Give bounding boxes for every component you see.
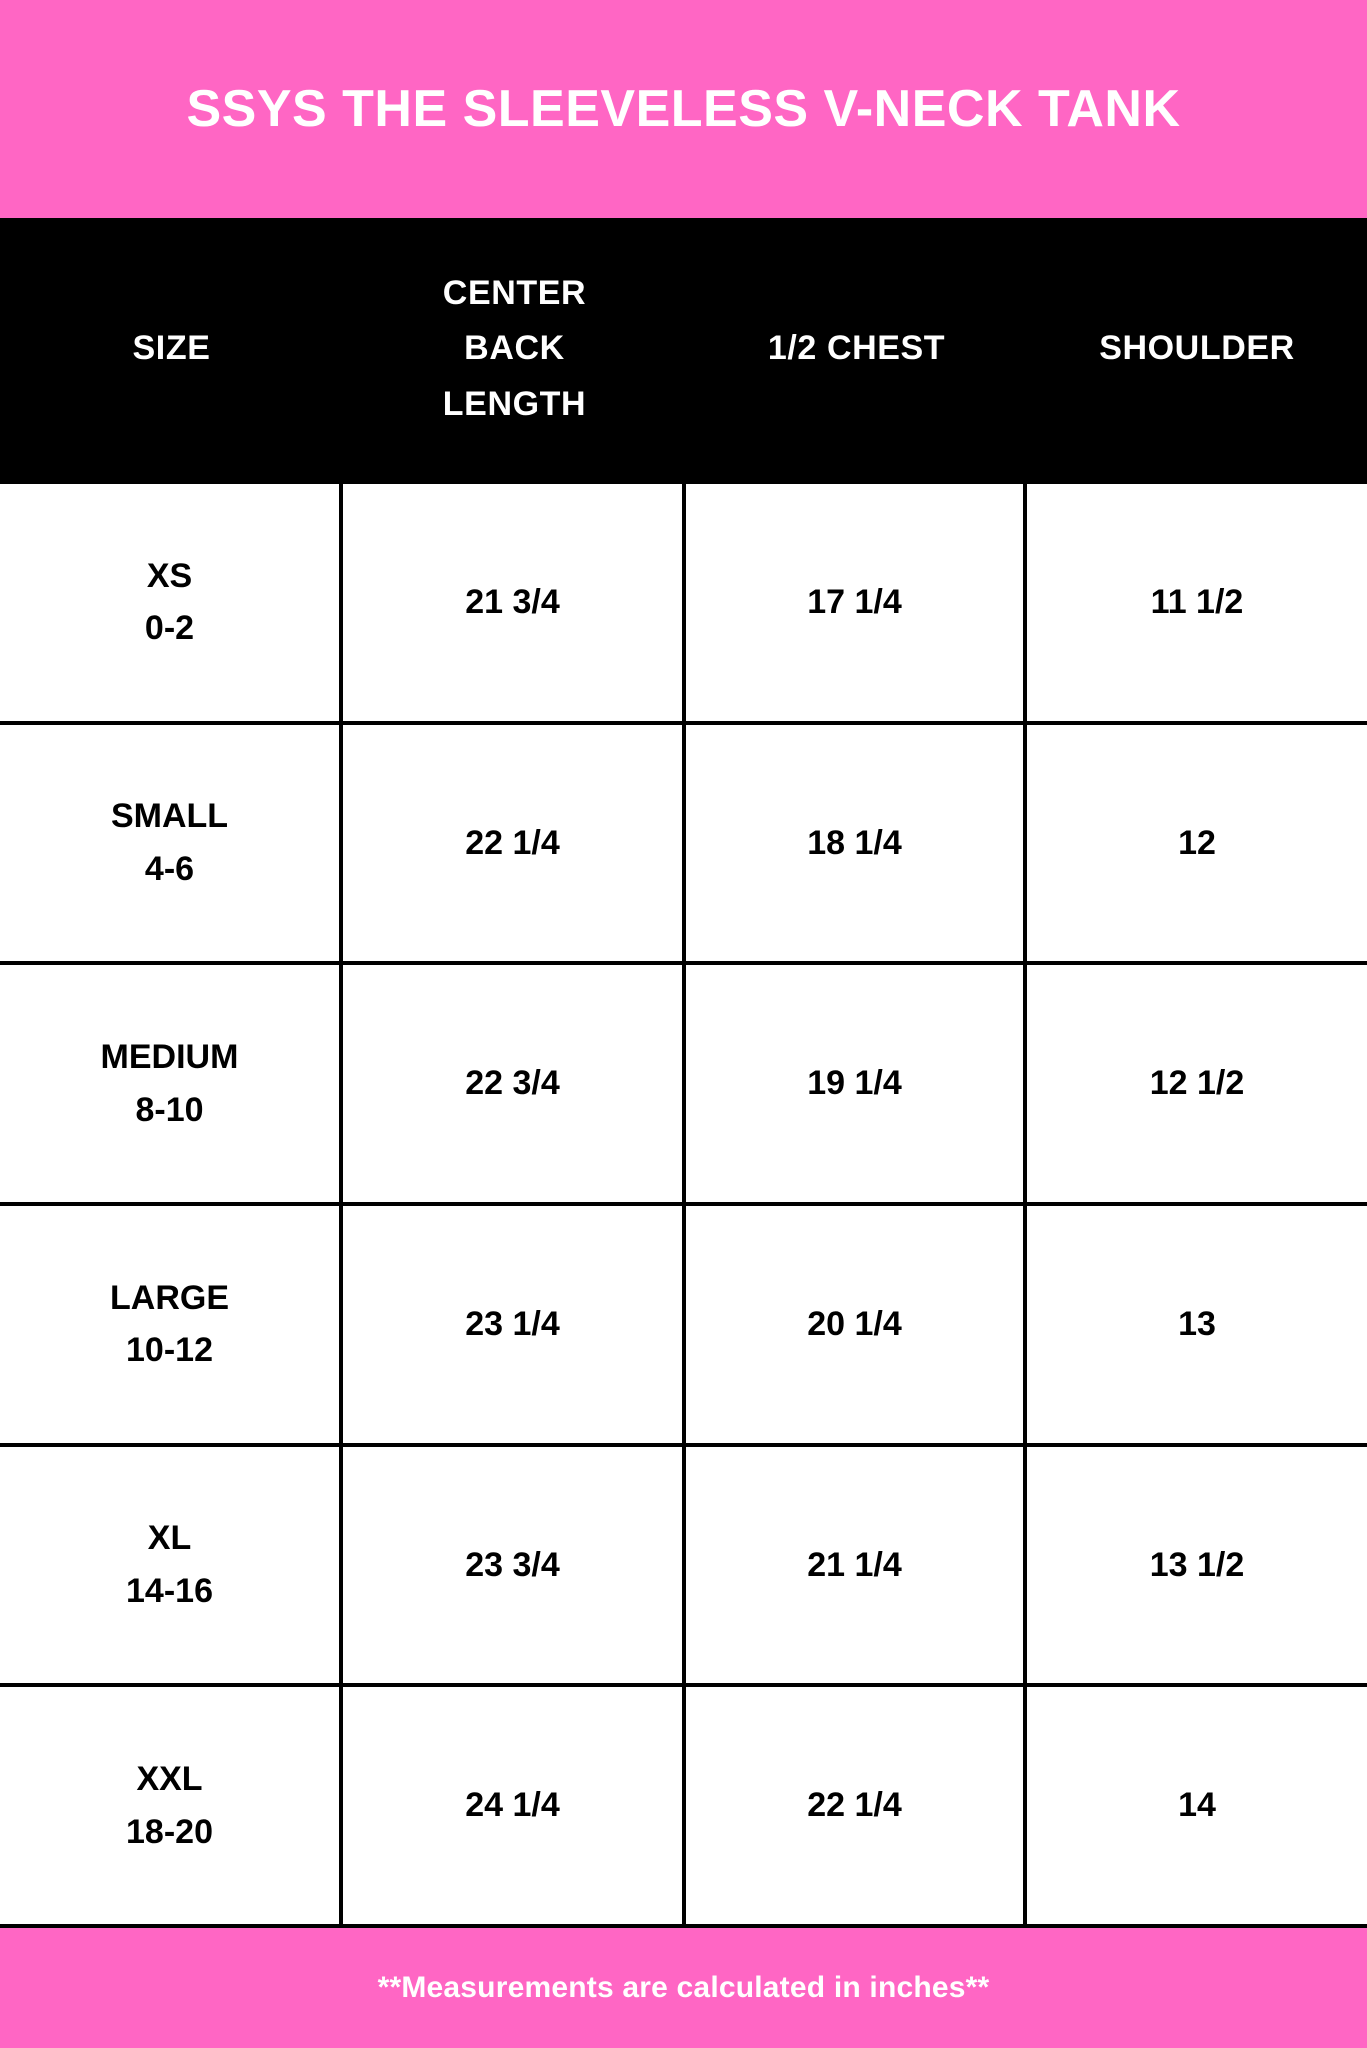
size-numeric: 0-2 bbox=[144, 609, 195, 648]
table-row: LARGE 10-12 23 1/4 20 1/4 13 bbox=[0, 1206, 1367, 1447]
cell-half-chest: 22 1/4 bbox=[686, 1687, 1027, 1925]
cell-size: XS 0-2 bbox=[0, 484, 343, 721]
cell-size: LARGE 10-12 bbox=[0, 1206, 343, 1443]
size-name: SMALL bbox=[110, 797, 229, 836]
cell-shoulder: 11 1/2 bbox=[1150, 582, 1244, 621]
cell-shoulder: 13 bbox=[1178, 1305, 1216, 1343]
page-title: SSYS THE SLEEVELESS V-NECK TANK bbox=[186, 79, 1181, 138]
size-numeric: 10-12 bbox=[126, 1331, 213, 1370]
cell-half-chest: 17 1/4 bbox=[686, 484, 1027, 721]
cell-shoulder: 12 1/2 bbox=[1149, 1064, 1245, 1103]
table-row: XL 14-16 23 3/4 21 1/4 13 1/2 bbox=[0, 1446, 1367, 1688]
size-name: XL bbox=[147, 1519, 192, 1558]
cell-size: MEDIUM 8-10 bbox=[0, 965, 343, 1203]
cell-center-back-length: 21 3/4 bbox=[343, 484, 686, 721]
table-body: XS 0-2 21 3/4 17 1/4 11 1/2 SMALL 4-6 22… bbox=[0, 480, 1367, 1925]
table-row: XS 0-2 21 3/4 17 1/4 11 1/2 bbox=[0, 484, 1367, 725]
size-numeric: 18-20 bbox=[126, 1812, 213, 1851]
size-numeric: 14-16 bbox=[126, 1572, 213, 1611]
cell-shoulder: 12 bbox=[1178, 823, 1216, 862]
size-numeric: 4-6 bbox=[144, 850, 195, 888]
title-banner: SSYS THE SLEEVELESS V-NECK TANK bbox=[0, 0, 1367, 218]
cell-center-back-length: 22 1/4 bbox=[343, 724, 686, 962]
cell-center-back-length: 22 3/4 bbox=[343, 965, 686, 1203]
column-header-shoulder: SHOULDER bbox=[1099, 329, 1295, 368]
cell-center-back-length: 23 1/4 bbox=[343, 1206, 686, 1443]
table-row: XXL 18-20 24 1/4 22 1/4 14 bbox=[0, 1687, 1367, 1925]
size-name: MEDIUM bbox=[100, 1037, 239, 1076]
cell-size: XL 14-16 bbox=[0, 1446, 343, 1684]
size-name: XS bbox=[146, 556, 193, 595]
table-row: MEDIUM 8-10 22 3/4 19 1/4 12 1/2 bbox=[0, 965, 1367, 1207]
cell-center-back-length: 24 1/4 bbox=[343, 1687, 686, 1925]
measurement-note: **Measurements are calculated in inches*… bbox=[377, 1971, 990, 2004]
cell-size: XXL 18-20 bbox=[0, 1687, 343, 1925]
cell-shoulder: 14 bbox=[1178, 1786, 1216, 1825]
cell-half-chest: 18 1/4 bbox=[686, 724, 1027, 962]
footer-banner: **Measurements are calculated in inches*… bbox=[0, 1924, 1367, 2048]
cell-half-chest: 21 1/4 bbox=[686, 1446, 1027, 1684]
table-header-row: SIZE CENTER BACK LENGTH 1/2 CHEST SHOULD… bbox=[0, 218, 1367, 480]
column-header-center-back-length: CENTER BACK LENGTH bbox=[442, 274, 587, 423]
size-numeric: 8-10 bbox=[135, 1090, 204, 1129]
cell-shoulder: 13 1/2 bbox=[1149, 1545, 1245, 1584]
cell-half-chest: 19 1/4 bbox=[686, 965, 1027, 1203]
table-row: SMALL 4-6 22 1/4 18 1/4 12 bbox=[0, 724, 1367, 966]
cell-center-back-length: 23 3/4 bbox=[343, 1446, 686, 1684]
column-header-size: SIZE bbox=[132, 329, 211, 368]
size-name: XXL bbox=[136, 1760, 203, 1798]
cell-size: SMALL 4-6 bbox=[0, 724, 343, 962]
size-name: LARGE bbox=[110, 1278, 229, 1317]
column-header-half-chest: 1/2 CHEST bbox=[767, 329, 946, 368]
cell-half-chest: 20 1/4 bbox=[686, 1206, 1027, 1443]
